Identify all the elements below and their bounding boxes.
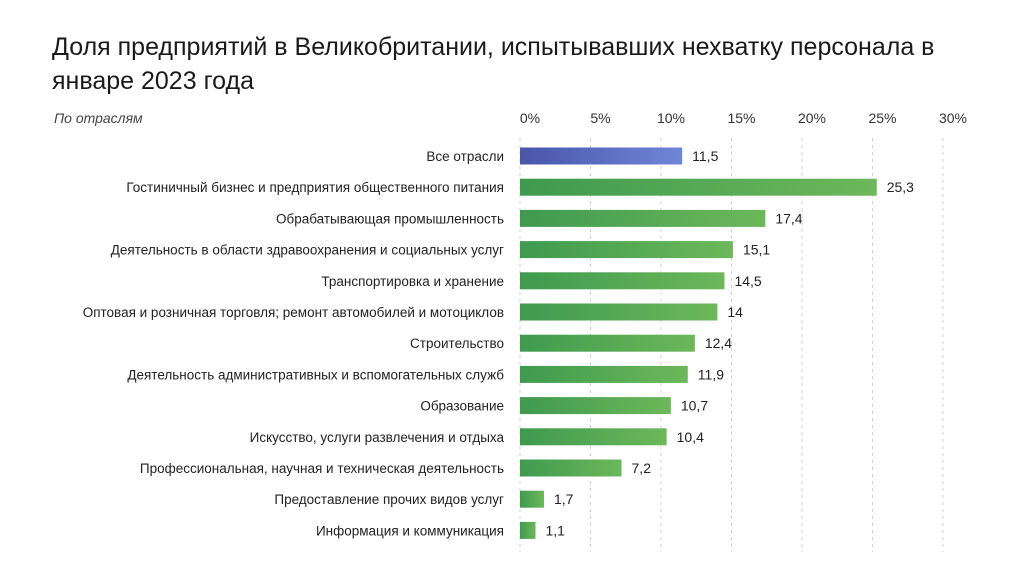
value-label: 7,2 xyxy=(632,460,652,476)
bar-highlighted xyxy=(520,147,683,165)
category-label: Строительство xyxy=(410,336,504,351)
bar-row: Обрабатывающая промышленность 17,4 xyxy=(276,209,803,227)
category-label: Все отрасли xyxy=(426,149,504,164)
value-label: 15,1 xyxy=(743,242,770,258)
x-tick-label: 25% xyxy=(868,110,896,126)
bar xyxy=(520,365,688,383)
chart-subtitle: По отраслям xyxy=(54,110,143,126)
bar-row: Информация и коммуникация 1,1 xyxy=(316,521,566,539)
category-label: Обрабатывающая промышленность xyxy=(276,211,504,226)
bar xyxy=(520,178,877,196)
category-label: Профессиональная, научная и техническая … xyxy=(140,461,504,476)
bar-row: Деятельность в области здравоохранения и… xyxy=(111,241,770,259)
value-label: 10,7 xyxy=(681,398,708,414)
x-tick-label: 0% xyxy=(520,110,540,126)
value-label: 14,5 xyxy=(734,273,761,289)
x-axis-ticks: 0% 5% 10% 15% 20% 25% 30% xyxy=(520,110,967,126)
bar xyxy=(520,303,718,321)
value-label: 17,4 xyxy=(775,210,802,226)
category-label: Оптовая и розничная торговля; ремонт авт… xyxy=(83,305,504,320)
value-label: 12,4 xyxy=(705,335,732,351)
category-label: Гостиничный бизнес и предприятия обществ… xyxy=(126,180,504,195)
bar-row: Образование 10,7 xyxy=(420,397,708,415)
bar-row: Все отрасли 11,5 xyxy=(426,147,719,165)
bar xyxy=(520,397,671,415)
value-label: 11,9 xyxy=(698,366,724,382)
bar-row: Профессиональная, научная и техническая … xyxy=(140,459,652,477)
x-tick-label: 30% xyxy=(939,110,967,126)
bar xyxy=(520,241,733,259)
x-tick-label: 5% xyxy=(590,110,610,126)
category-label: Информация и коммуникация xyxy=(316,523,504,538)
value-label: 11,5 xyxy=(692,148,718,164)
bar-row: Гостиничный бизнес и предприятия обществ… xyxy=(126,178,914,196)
chart-title: Доля предприятий в Великобритании, испыт… xyxy=(52,33,935,95)
bar-row: Строительство 12,4 xyxy=(410,334,732,352)
value-label: 25,3 xyxy=(887,179,914,195)
category-label: Деятельность административных и вспомога… xyxy=(127,367,504,382)
bar-row: Предоставление прочих видов услуг 1,7 xyxy=(274,490,574,508)
category-label: Образование xyxy=(420,399,504,414)
bar-row: Искусство, услуги развлечения и отдыха 10… xyxy=(250,428,704,446)
x-tick-label: 20% xyxy=(798,110,826,126)
bar xyxy=(520,428,667,446)
category-label: Предоставление прочих видов услуг xyxy=(274,492,504,507)
bar xyxy=(520,490,544,508)
x-tick-label: 15% xyxy=(727,110,755,126)
bar xyxy=(520,209,766,227)
category-label: Деятельность в области здравоохранения и… xyxy=(111,243,504,258)
value-label: 1,7 xyxy=(554,491,574,507)
bar xyxy=(520,459,622,477)
bar-row: Оптовая и розничная торговля; ремонт авт… xyxy=(83,303,743,321)
bars: Все отрасли 11,5 Гостиничный бизнес и пред… xyxy=(83,147,914,539)
bar-row: Деятельность административных и вспомога… xyxy=(127,365,724,383)
value-label: 14 xyxy=(727,304,743,320)
bar xyxy=(520,272,725,290)
category-label: Транспортировка и хранение xyxy=(321,274,504,289)
x-tick-label: 10% xyxy=(657,110,685,126)
value-label: 10,4 xyxy=(677,429,704,445)
bar xyxy=(520,521,536,539)
value-label: 1,1 xyxy=(546,522,566,538)
bar xyxy=(520,334,695,352)
grid-lines xyxy=(519,138,944,552)
bar-row: Транспортировка и хранение 14,5 xyxy=(321,272,762,290)
category-label: Искусство, услуги развлечения и отдыха xyxy=(250,430,505,445)
